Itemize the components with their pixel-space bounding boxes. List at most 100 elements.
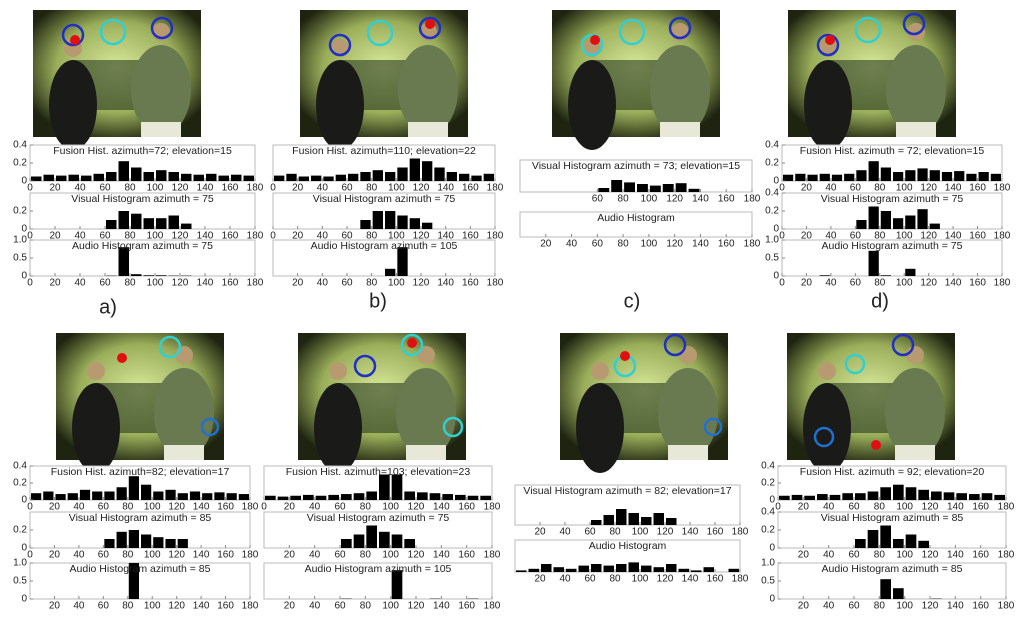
detection-circle: [854, 16, 882, 44]
bar: [844, 173, 855, 181]
x-tick-label: 40: [825, 278, 837, 289]
caption: d): [871, 290, 889, 312]
bar: [68, 174, 79, 181]
bar: [379, 531, 390, 548]
x-tick-label: 40: [73, 601, 85, 612]
bar: [624, 182, 635, 192]
x-tick-label: 20: [540, 239, 552, 250]
face-left: [87, 362, 105, 380]
x-tick-label: 120: [172, 183, 189, 194]
x-tick-label: 100: [144, 601, 161, 612]
x-tick-label: 20: [292, 278, 304, 289]
x-tick-label: 180: [242, 601, 259, 612]
bar: [243, 175, 254, 181]
x-tick-label: 120: [920, 183, 937, 194]
bar: [391, 474, 403, 500]
x-tick-label: 180: [487, 278, 504, 289]
y-tick-label: 0.2: [13, 206, 27, 217]
bar: [553, 567, 564, 572]
chart-title: Fusion Hist. azimuth = 72; elevation=15: [800, 145, 985, 157]
x-tick-label: 60: [334, 601, 346, 612]
legs-right: [660, 122, 700, 137]
detection-circle: [400, 333, 424, 357]
bar: [649, 185, 661, 192]
bar: [868, 250, 879, 276]
bar: [379, 474, 390, 500]
bar: [868, 206, 879, 229]
bar: [104, 491, 115, 500]
x-tick-label: 100: [147, 231, 164, 242]
bar: [372, 170, 383, 181]
photo: [552, 10, 720, 150]
y-tick-label: 0: [21, 271, 27, 282]
x-tick-label: 100: [144, 550, 161, 561]
bar: [804, 495, 815, 500]
x-tick-label: 0: [27, 183, 33, 194]
x-tick-label: 120: [168, 502, 185, 513]
bar: [206, 173, 217, 181]
x-tick-label: 180: [998, 601, 1015, 612]
bar: [616, 564, 627, 572]
x-tick-label: 180: [247, 278, 264, 289]
person-right: [650, 45, 710, 135]
bar: [856, 170, 867, 181]
chart-title: Audio Histogram azimuth = 75: [72, 240, 213, 252]
face-right: [907, 23, 925, 41]
bar: [817, 494, 828, 500]
face-right: [906, 346, 924, 364]
person-right: [885, 368, 945, 458]
bar: [603, 565, 614, 572]
x-tick-label: 60: [99, 278, 111, 289]
y-tick-label: 0.4: [765, 140, 779, 151]
x-tick-label: 120: [172, 231, 189, 242]
bar: [662, 184, 674, 192]
bar: [598, 188, 610, 192]
bar: [893, 588, 904, 599]
bar: [106, 220, 117, 229]
x-tick-label: 140: [947, 550, 964, 561]
plot-frame: [29, 511, 251, 549]
bar: [867, 491, 879, 500]
x-tick-label: 40: [73, 502, 85, 513]
audio-marker: [620, 351, 630, 361]
x-tick-label: 100: [896, 601, 913, 612]
x-tick-label: 20: [49, 278, 61, 289]
x-tick-label: 40: [823, 550, 835, 561]
x-tick-label: 100: [632, 527, 649, 538]
x-tick-label: 160: [969, 231, 986, 242]
bar: [603, 515, 614, 525]
detection-circle: [668, 16, 692, 40]
x-tick-label: 60: [341, 231, 353, 242]
bar: [143, 275, 154, 276]
bar: [141, 534, 152, 548]
chart-title: Fusion Hist. azimuth = 92; elevation=20: [800, 466, 985, 478]
bar: [653, 513, 664, 525]
bar: [231, 174, 242, 181]
bar: [214, 492, 225, 500]
x-tick-label: 80: [124, 278, 136, 289]
bar: [917, 209, 928, 229]
x-tick-label: 180: [242, 550, 259, 561]
person-right: [396, 368, 456, 458]
bar: [905, 170, 916, 181]
legs-right: [164, 445, 204, 460]
audio-marker: [70, 35, 80, 45]
y-tick-label: 0: [773, 224, 779, 235]
bar: [67, 493, 78, 500]
y-tick-label: 0.5: [13, 576, 27, 587]
bar: [446, 172, 457, 181]
bar: [653, 567, 664, 572]
bar: [905, 487, 917, 500]
chart-title: Visual Histogram azimuth = 73; elevation…: [532, 160, 740, 172]
x-tick-label: 0: [779, 183, 785, 194]
detection-circle: [580, 33, 604, 57]
x-tick-label: 140: [437, 278, 454, 289]
x-tick-label: 120: [657, 527, 674, 538]
x-tick-label: 80: [122, 550, 134, 561]
detection-circle: [813, 426, 835, 448]
x-tick-label: 60: [848, 601, 860, 612]
person-left: [316, 60, 364, 150]
bar: [966, 173, 977, 181]
plot-frame: [781, 239, 1003, 277]
bar: [455, 494, 466, 500]
